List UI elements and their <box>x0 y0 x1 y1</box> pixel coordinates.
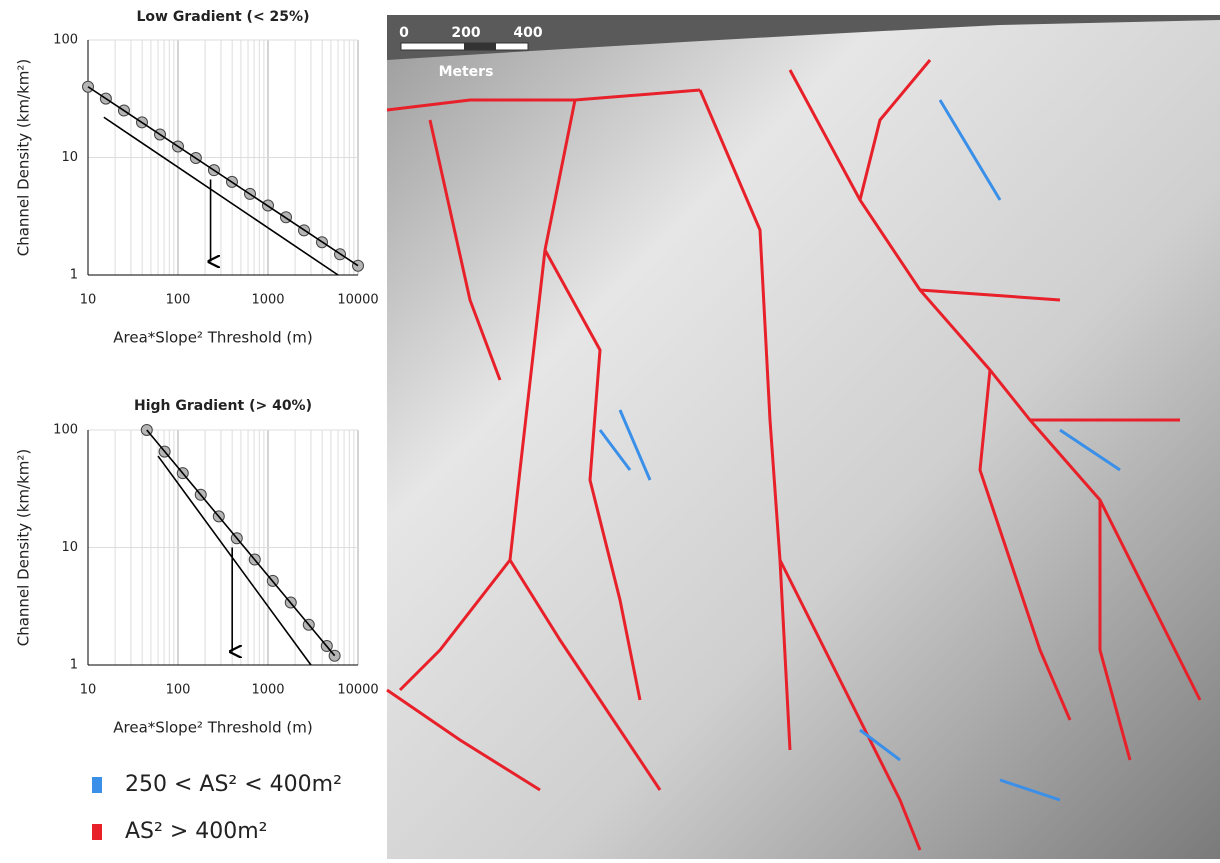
x-tick-label: 10000 <box>337 293 378 308</box>
legend: 250 < AS² < 400m² AS² > 400m² <box>92 772 342 844</box>
legend-label: 250 < AS² < 400m² <box>125 772 342 797</box>
y-tick-label: 10 <box>61 150 78 165</box>
y-tick-label: 1 <box>70 268 78 283</box>
x-axis-label: Area*Slope² Threshold (m) <box>113 719 312 737</box>
fit-line <box>88 87 358 266</box>
y-tick-label: 100 <box>53 33 78 48</box>
x-tick-label: 1000 <box>251 293 284 308</box>
x-tick-label: 100 <box>166 683 191 698</box>
y-tick-label: 1 <box>70 658 78 673</box>
x-tick-label: 10000 <box>337 683 378 698</box>
chart-title: Low Gradient (< 25%) <box>137 9 310 25</box>
y-tick-label: 100 <box>53 423 78 438</box>
x-tick-label: 100 <box>166 293 191 308</box>
hillshade <box>387 15 1220 859</box>
y-axis-label: Channel Density (km/km²) <box>15 449 33 647</box>
x-tick-label: 10 <box>80 683 97 698</box>
figure: 250 < AS² < 400m²AS² > 400m² 10100100010… <box>0 0 1220 859</box>
legend-swatch <box>92 777 102 793</box>
x-axis-label: Area*Slope² Threshold (m) <box>113 329 312 347</box>
chart-title: High Gradient (> 40%) <box>134 398 312 414</box>
scale-label: 400 <box>513 25 542 41</box>
legend-label: AS² > 400m² <box>125 819 268 844</box>
x-tick-label: 1000 <box>251 683 284 698</box>
scale-unit: Meters <box>439 64 494 80</box>
map <box>387 15 1220 859</box>
scale-bar-segment <box>464 43 496 50</box>
legend-swatch <box>92 824 102 840</box>
scale-label: 0 <box>399 25 409 41</box>
x-tick-label: 10 <box>80 293 97 308</box>
scale-label: 200 <box>451 25 480 41</box>
fit-line <box>158 456 311 665</box>
y-tick-label: 10 <box>61 540 78 555</box>
y-axis-label: Channel Density (km/km²) <box>15 59 33 257</box>
